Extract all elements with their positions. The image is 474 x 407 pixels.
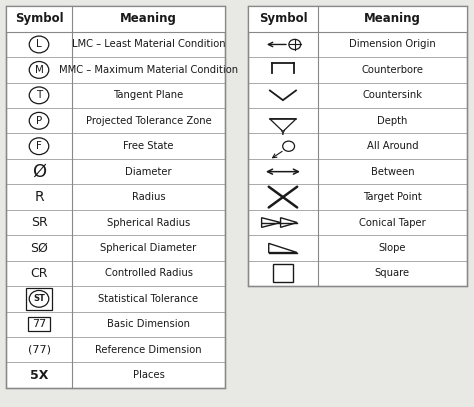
Text: Dimension Origin: Dimension Origin (349, 39, 436, 50)
Text: 77: 77 (32, 319, 46, 329)
Text: Counterbore: Counterbore (362, 65, 423, 75)
Bar (6, 6, 225, 32)
Text: Symbol: Symbol (259, 13, 307, 25)
Text: Controlled Radius: Controlled Radius (104, 268, 192, 278)
Text: Places: Places (133, 370, 164, 380)
Bar (273, 265, 293, 282)
Text: Reference Dimension: Reference Dimension (95, 345, 202, 355)
Text: Statistical Tolerance: Statistical Tolerance (99, 294, 199, 304)
Text: ST: ST (33, 294, 45, 303)
Text: Spherical Radius: Spherical Radius (107, 217, 190, 228)
Bar (6, 6, 225, 388)
Text: MMC – Maximum Material Condition: MMC – Maximum Material Condition (59, 65, 238, 75)
Text: SR: SR (31, 216, 47, 229)
Text: Depth: Depth (377, 116, 408, 126)
Text: Square: Square (375, 268, 410, 278)
Text: (77): (77) (27, 345, 51, 355)
Text: Spherical Diameter: Spherical Diameter (100, 243, 197, 253)
Text: Basic Dimension: Basic Dimension (107, 319, 190, 329)
Text: All Around: All Around (366, 141, 418, 151)
Text: Target Point: Target Point (363, 192, 422, 202)
Text: M: M (35, 65, 44, 75)
Text: Diameter: Diameter (125, 166, 172, 177)
Text: P: P (36, 116, 42, 126)
Text: Projected Tolerance Zone: Projected Tolerance Zone (86, 116, 211, 126)
Text: Slope: Slope (379, 243, 406, 253)
Text: Conical Taper: Conical Taper (359, 217, 426, 228)
Bar (27, 288, 52, 310)
Text: Meaning: Meaning (364, 13, 421, 25)
Text: Between: Between (371, 166, 414, 177)
Text: CR: CR (30, 267, 48, 280)
Bar (248, 6, 467, 286)
Text: SØ: SØ (30, 241, 48, 254)
Text: LMC – Least Material Condition: LMC – Least Material Condition (72, 39, 225, 50)
Text: Symbol: Symbol (15, 13, 64, 25)
Text: Meaning: Meaning (120, 13, 177, 25)
Bar (248, 6, 467, 32)
Text: 5X: 5X (30, 369, 48, 382)
Text: F: F (36, 141, 42, 151)
Text: Countersink: Countersink (363, 90, 422, 101)
Bar (27, 317, 50, 331)
Text: R: R (34, 190, 44, 204)
Text: Tangent Plane: Tangent Plane (113, 90, 183, 101)
Text: T: T (36, 90, 42, 101)
Text: Radius: Radius (132, 192, 165, 202)
Text: L: L (36, 39, 42, 50)
Text: Free State: Free State (123, 141, 174, 151)
Text: Ø: Ø (32, 163, 46, 181)
